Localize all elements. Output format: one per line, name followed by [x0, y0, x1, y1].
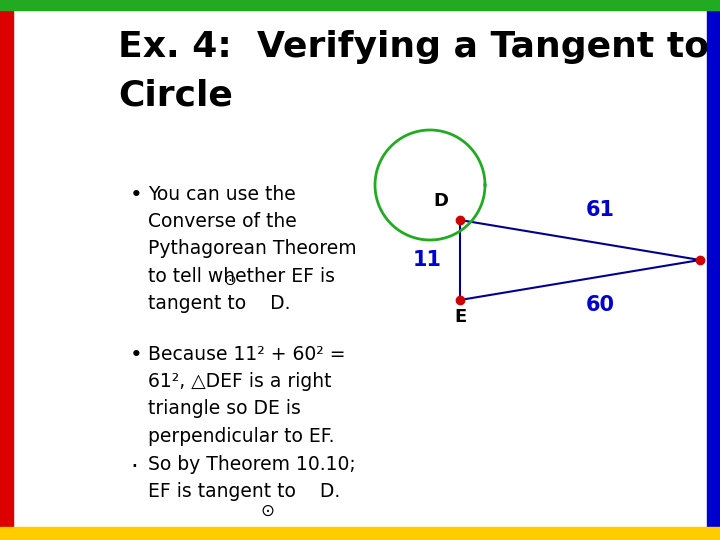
Text: F: F — [705, 251, 717, 269]
Text: You can use the
Converse of the
Pythagorean Theorem
to tell whether EF is
tangen: You can use the Converse of the Pythagor… — [148, 185, 356, 313]
Text: So by Theorem 10.10;
EF is tangent to    D.: So by Theorem 10.10; EF is tangent to D. — [148, 455, 356, 501]
Text: E: E — [454, 308, 466, 326]
Text: Circle: Circle — [118, 78, 233, 112]
Text: Because 11² + 60² =
61², △DEF is a right
triangle so DE is
perpendicular to EF.: Because 11² + 60² = 61², △DEF is a right… — [148, 345, 346, 446]
Text: Ex. 4:  Verifying a Tangent to a: Ex. 4: Verifying a Tangent to a — [118, 30, 720, 64]
Text: ⊙: ⊙ — [224, 273, 237, 288]
Text: 61: 61 — [585, 200, 614, 220]
Text: ·: · — [130, 455, 138, 479]
Text: 60: 60 — [585, 295, 614, 315]
Text: 11: 11 — [413, 250, 442, 270]
Text: D: D — [433, 192, 448, 210]
Text: •: • — [130, 185, 143, 205]
Text: •: • — [130, 345, 143, 365]
Text: ⊙: ⊙ — [260, 502, 274, 520]
